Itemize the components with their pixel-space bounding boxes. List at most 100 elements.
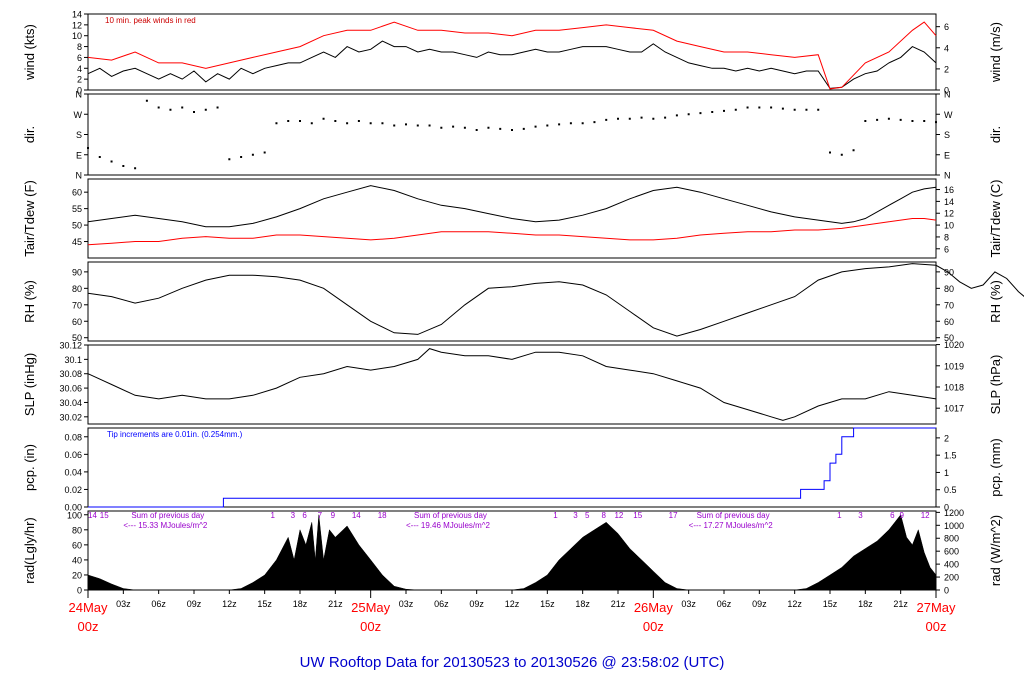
data-point xyxy=(829,151,831,154)
panel-annotation: <--- 15.33 MJoules/m^2 xyxy=(123,521,208,530)
x-tick-label: 21z xyxy=(611,599,626,609)
data-point xyxy=(334,120,337,122)
data-point xyxy=(216,106,219,109)
y-axis-label-left: pcp. (in) xyxy=(22,444,37,491)
y-axis-label-right: Tair/Tdew (C) xyxy=(988,179,1003,257)
right-tick-label: 60 xyxy=(944,317,954,327)
panel-annotation: Tip increments are 0.01in. (0.254mm.) xyxy=(107,430,243,439)
data-point xyxy=(864,120,867,122)
data-point xyxy=(475,129,478,131)
y-tick-label: N xyxy=(76,90,83,100)
data-point xyxy=(287,120,290,122)
y-tick-label: 45 xyxy=(72,237,82,247)
x-tick-label: 21z xyxy=(893,599,908,609)
y-axis-label-left: rad(Lgly/hr) xyxy=(22,517,37,583)
right-tick-label: 50 xyxy=(944,333,954,343)
data-point xyxy=(110,160,113,163)
data-point xyxy=(911,120,914,122)
data-point xyxy=(817,108,820,111)
data-point xyxy=(793,108,796,111)
y-tick-label: 0.08 xyxy=(64,432,82,442)
x-tick-label: 03z xyxy=(399,599,414,609)
x-day-label: 25May xyxy=(351,600,391,615)
right-tick-label: 1.5 xyxy=(944,451,957,461)
right-tick-label: W xyxy=(944,110,953,120)
data-point xyxy=(770,106,773,109)
x-day-time-label: 00z xyxy=(643,619,664,634)
y-tick-label: 14 xyxy=(72,10,82,20)
x-tick-label: 06z xyxy=(151,599,166,609)
data-point xyxy=(699,112,702,115)
data-point xyxy=(805,108,808,111)
right-tick-label: 1020 xyxy=(944,340,964,350)
data-point xyxy=(723,109,725,112)
data-point xyxy=(617,117,619,120)
right-tick-label: 0 xyxy=(944,86,949,96)
chart-title: UW Rooftop Data for 20130523 to 20130526… xyxy=(300,654,725,671)
hour-label: 18 xyxy=(378,511,387,520)
data-point xyxy=(887,117,890,120)
panel-pcp: 0.00 0.02 0.04 0.06 0.08 0 0.5 1 1.5 2 pcp. (in) pc… xyxy=(22,427,1003,513)
x-tick-label: 15z xyxy=(540,599,555,609)
hour-label: 15 xyxy=(633,511,642,520)
right-tick-label: 1019 xyxy=(944,361,964,371)
y-tick-label: 30.12 xyxy=(59,341,82,351)
data-point xyxy=(428,124,431,127)
hour-label: 12 xyxy=(614,511,623,520)
y-tick-label: 12 xyxy=(72,20,82,30)
y-tick-label: 40 xyxy=(72,555,82,565)
data-point xyxy=(240,156,243,158)
data-point xyxy=(758,106,761,109)
series-line xyxy=(87,218,937,246)
data-point xyxy=(204,108,207,111)
right-tick-label: 2 xyxy=(944,64,949,74)
data-point xyxy=(181,106,184,109)
x-tick-label: 03z xyxy=(116,599,131,609)
x-tick-label: 06z xyxy=(717,599,732,609)
y-tick-label: S xyxy=(76,130,82,140)
panel-frame xyxy=(87,93,937,176)
data-point xyxy=(935,121,937,124)
x-day-time-label: 00z xyxy=(360,619,381,634)
data-point xyxy=(640,116,643,119)
y-tick-label: 30.02 xyxy=(59,412,82,422)
y-axis-label-right: wind (m/s) xyxy=(988,22,1003,83)
data-point xyxy=(452,125,455,128)
right-tick-label: 1 xyxy=(944,468,949,478)
y-tick-label: 30.08 xyxy=(59,369,82,379)
data-point xyxy=(628,117,631,120)
y-tick-label: 10 xyxy=(72,31,82,41)
panel-slp: 30.02 30.04 30.06 30.08 30.1 30.12 1017 1018 101… xyxy=(22,340,1003,425)
data-point xyxy=(487,126,490,129)
series-line xyxy=(87,185,937,228)
data-point xyxy=(228,158,231,161)
hour-label: 17 xyxy=(669,511,678,520)
y-tick-label: 30.1 xyxy=(64,355,82,365)
x-tick-label: 12z xyxy=(505,599,520,609)
y-tick-label: N xyxy=(76,171,83,181)
right-tick-label: 0 xyxy=(944,503,949,513)
y-tick-label: 20 xyxy=(72,570,82,580)
data-point xyxy=(463,126,466,129)
data-point xyxy=(664,116,667,119)
hour-label: 8 xyxy=(602,511,607,520)
y-axis-label-left: dir. xyxy=(22,126,37,143)
series-line xyxy=(87,263,1024,337)
data-point xyxy=(251,153,254,156)
y-tick-label: 4 xyxy=(77,64,82,74)
data-point xyxy=(522,127,525,130)
x-tick-label: 18z xyxy=(858,599,873,609)
y-tick-label: 30.06 xyxy=(59,384,82,394)
y-axis-label-right: dir. xyxy=(988,126,1003,143)
right-tick-label: 800 xyxy=(944,534,959,544)
x-tick-label: 09z xyxy=(752,599,767,609)
panel-temp: 45 50 55 60 6 810 12 14 16 Tair/Tdew (F) Tair/Tdew… xyxy=(22,178,1003,259)
x-day-time-label: 00z xyxy=(78,619,99,634)
hour-label: 12 xyxy=(921,511,930,520)
x-tick-label: 18z xyxy=(293,599,308,609)
data-point xyxy=(687,113,690,116)
right-tick-label: 14 xyxy=(944,197,954,207)
y-tick-label: 55 xyxy=(72,204,82,214)
right-tick-label: 200 xyxy=(944,573,959,583)
